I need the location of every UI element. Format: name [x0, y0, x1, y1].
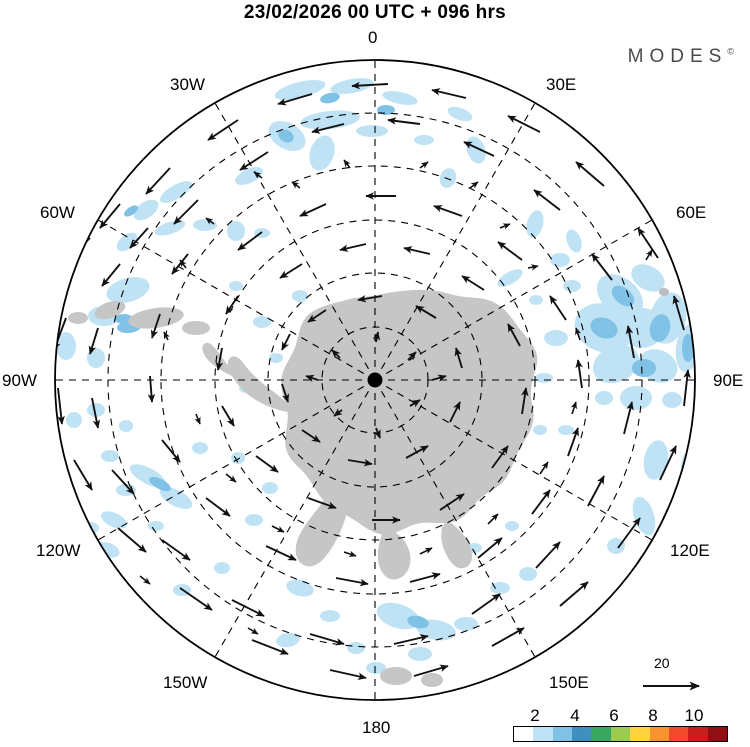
lon-label-90e: 90E: [713, 371, 744, 390]
colorbar: 2 4 6 8 10: [513, 706, 731, 744]
wind-scale-arrow-icon: [643, 681, 701, 691]
south-pole-marker: [367, 372, 383, 388]
wind-scale-legend: 20: [641, 655, 733, 703]
colorbar-tick-4: 4: [570, 706, 580, 725]
colorbar-swatch-4: [591, 727, 611, 741]
lon-label-150w: 150W: [163, 673, 208, 692]
colorbar-tick-6: 6: [609, 706, 619, 725]
copyright-icon: ©: [727, 46, 734, 57]
modes-logo: MODES©: [628, 46, 734, 68]
lon-label-120e: 120E: [670, 541, 710, 560]
colorbar-swatch-1: [533, 727, 553, 741]
antarctica-landmass: [68, 288, 669, 687]
lon-label-30w: 30W: [170, 75, 205, 94]
lon-label-30e: 30E: [546, 75, 577, 94]
page-title: 23/02/2026 00 UTC + 096 hrs: [243, 2, 507, 23]
brand-text: MODES: [627, 46, 728, 67]
lon-label-90w: 90W: [2, 371, 37, 390]
colorbar-swatches: [513, 726, 728, 742]
wind-scale-value: 20: [654, 655, 670, 671]
colorbar-swatch-10: [707, 727, 727, 741]
colorbar-swatch-8: [668, 727, 689, 741]
lon-label-0: 0: [368, 28, 378, 47]
map-boundary-circle: [54, 59, 696, 701]
colorbar-tick-2: 2: [530, 706, 540, 725]
colorbar-swatch-7: [649, 727, 669, 741]
colorbar-tick-10: 10: [684, 706, 704, 725]
colorbar-swatch-2: [552, 727, 573, 741]
wind-vectors: [55, 81, 691, 680]
lon-label-120w: 120W: [36, 541, 81, 560]
polar-map: 0 30E 60E 90E 120E 150E 180 150W 120W 90…: [0, 28, 750, 737]
lon-label-60w: 60W: [40, 203, 75, 222]
colorbar-swatch-9: [688, 727, 708, 741]
polar-map-svg: [54, 59, 696, 701]
colorbar-swatch-5: [610, 727, 631, 741]
map-content: [55, 60, 695, 700]
lon-label-180: 180: [362, 718, 391, 737]
lon-label-60e: 60E: [676, 203, 707, 222]
colorbar-ticks: 2 4 6 8 10: [513, 706, 731, 726]
colorbar-swatch-3: [572, 727, 592, 741]
colorbar-swatch-6: [630, 727, 650, 741]
colorbar-swatch-0: [514, 727, 534, 741]
meridian-lines: [55, 60, 695, 700]
lon-label-150e: 150E: [549, 673, 589, 692]
colorbar-tick-8: 8: [648, 706, 658, 725]
